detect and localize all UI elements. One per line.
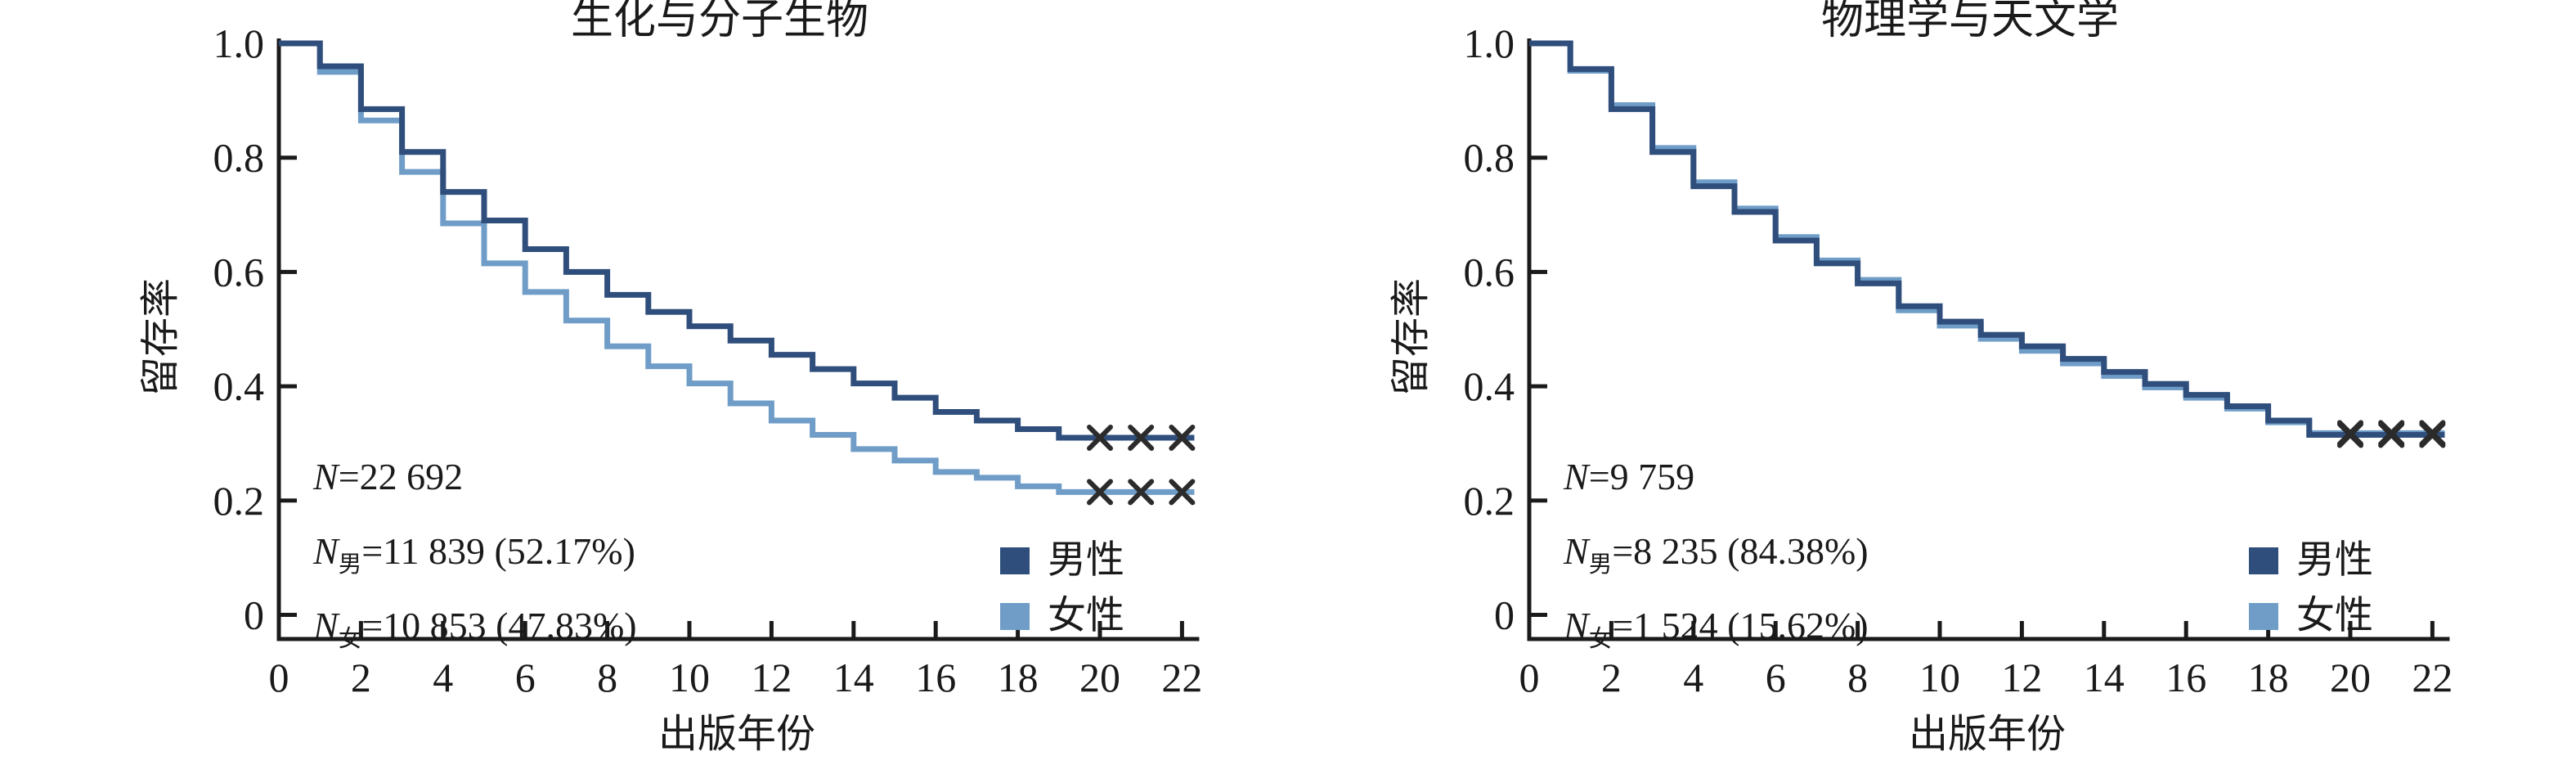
censor-mark [1128, 424, 1155, 451]
y-tick-label: 1.0 [213, 20, 265, 66]
male-series-swatch [2249, 547, 2278, 574]
x-tick-label: 6 [1766, 655, 1786, 700]
y-tick-label: 0.6 [213, 249, 265, 295]
x-tick-label: 16 [2165, 655, 2206, 700]
x-tick-label: 10 [669, 655, 710, 700]
x-tick-label: 10 [1919, 655, 1960, 700]
female-series-swatch [1000, 602, 1030, 630]
x-tick-label: 0 [269, 655, 289, 700]
censor-mark [1087, 424, 1113, 451]
y-tick-label: 0.4 [1464, 363, 1515, 409]
x-tick-label: 8 [597, 655, 617, 700]
legend-item-female: 女性 [2249, 588, 2373, 644]
x-tick-label: 14 [2084, 655, 2125, 700]
x-tick-label: 2 [1601, 655, 1622, 700]
annotation-line-n-female: N女=10 853 (47.83%) [313, 605, 637, 653]
censor-mark [1128, 479, 1155, 506]
legend-item-male: 男性 [1000, 533, 1124, 588]
y-tick-label: 0.6 [1464, 249, 1515, 295]
legend-item-male: 男性 [2249, 533, 2373, 588]
series-line-male [279, 40, 1195, 441]
annotation-line-n-male: N男=11 839 (52.17%) [313, 530, 635, 578]
plot-title-right: 物理学与天文学 [1820, 0, 2120, 43]
y-tick-label: 0 [244, 592, 264, 638]
x-tick-label: 22 [2412, 655, 2453, 700]
annotation-line-n-male: N男=8 235 (84.38%) [1564, 530, 1869, 578]
y-tick-label: 0.8 [213, 135, 265, 181]
series-line-female [1529, 40, 2445, 436]
x-tick-label: 2 [351, 655, 371, 700]
x-axis-label-right: 出版年份 [1908, 713, 2067, 756]
plot-biochem-molecular-biology: 1.0 0.8 0.6 0.4 0.2 00 2 4 6 8 10 12 14 16 18 20 22 [213, 20, 1203, 700]
y-tick-label: 0.2 [213, 478, 265, 524]
legend-right: 男性 女性 [2249, 533, 2373, 644]
x-tick-label: 20 [1079, 655, 1120, 700]
x-tick-label: 6 [515, 655, 536, 700]
y-axis-label-left: 留存率 [139, 277, 182, 397]
x-tick-label: 18 [998, 655, 1039, 700]
legend-label-female: 女性 [1048, 594, 1124, 637]
censor-mark [1169, 424, 1196, 451]
x-tick-label: 4 [433, 655, 453, 700]
x-tick-label: 22 [1161, 655, 1202, 700]
annotation-line-n-total: N=9 759 [1564, 456, 1695, 497]
x-tick-label: 20 [2330, 655, 2371, 700]
legend-label-female: 女性 [2296, 594, 2373, 637]
censor-mark [1169, 479, 1196, 506]
y-tick-label: 0 [1494, 592, 1515, 638]
censor-mark [2337, 420, 2363, 447]
sample-size-annotation-right: N=9 759 N男=8 235 (84.38%) N女=1 524 (15.6… [1564, 447, 1869, 671]
legend-left: 男性 女性 [1000, 533, 1124, 644]
x-tick-label: 8 [1847, 655, 1868, 700]
series-line-female [279, 40, 1195, 495]
censor-mark [2378, 420, 2405, 447]
plot-physics-astronomy: 1.0 0.8 0.6 0.4 0.2 00 2 4 6 8 10 12 14 16 18 20 22 [1464, 20, 2453, 700]
annotation-line-n-total: N=22 692 [313, 456, 464, 497]
x-tick-label: 14 [833, 655, 874, 700]
x-tick-label: 12 [2001, 655, 2042, 700]
y-tick-label: 0.4 [213, 363, 265, 409]
series-line-male [1529, 40, 2445, 438]
plot-title-left: 生化与分子生物 [570, 0, 869, 43]
x-tick-label: 12 [751, 655, 792, 700]
legend-item-female: 女性 [1000, 588, 1124, 644]
x-tick-label: 0 [1519, 655, 1540, 700]
censor-mark [1087, 479, 1113, 506]
censor-mark [2419, 420, 2446, 447]
x-tick-label: 16 [915, 655, 956, 700]
sample-size-annotation-left: N=22 692 N男=11 839 (52.17%) N女=10 853 (4… [313, 447, 637, 671]
y-tick-label: 0.8 [1464, 135, 1515, 181]
male-series-swatch [1000, 547, 1030, 574]
y-tick-label: 0.2 [1464, 478, 1515, 524]
legend-label-male: 男性 [2296, 538, 2373, 582]
y-tick-label: 1.0 [1464, 20, 1515, 66]
female-series-swatch [2249, 602, 2278, 630]
x-tick-label: 18 [2248, 655, 2289, 700]
x-axis-label-left: 出版年份 [657, 713, 816, 756]
legend-label-male: 男性 [1048, 538, 1124, 582]
x-tick-label: 4 [1683, 655, 1703, 700]
y-axis-label-right: 留存率 [1389, 277, 1433, 397]
annotation-line-n-female: N女=1 524 (15.62%) [1564, 605, 1869, 653]
